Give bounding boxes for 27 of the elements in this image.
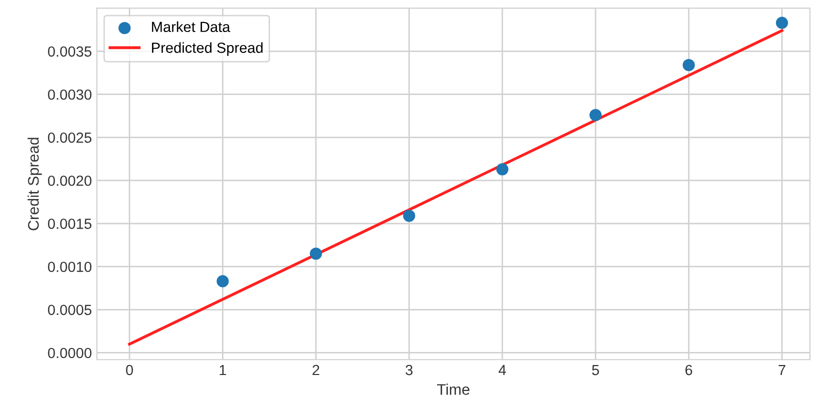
x-tick-label: 2 <box>312 364 320 376</box>
point <box>403 210 416 222</box>
x-tick-label: 1 <box>220 365 226 376</box>
point <box>682 58 695 72</box>
y-tick-label: 0.0010 <box>48 262 92 272</box>
y-tick-label: 0.0000 <box>48 348 92 358</box>
x-tick-label: 6 <box>685 364 692 376</box>
legend-label: Market Data <box>152 21 230 32</box>
y-tick-label: 0.0025 <box>48 132 92 143</box>
point <box>589 108 602 122</box>
x-tick-label: 0 <box>126 364 133 376</box>
y-tick-label: 0.0005 <box>48 304 92 316</box>
point <box>496 163 508 176</box>
x-tick-label: 7 <box>778 365 786 376</box>
y-axis-title: Credit Spread <box>28 138 42 230</box>
x-tick-label: 5 <box>592 365 599 376</box>
point <box>310 248 322 260</box>
legend-label: Predicted Spread <box>152 42 263 56</box>
x-axis-title: Time <box>437 384 470 395</box>
x-tick-label: 3 <box>406 364 413 376</box>
y-tick-label: 0.0030 <box>48 89 92 100</box>
y-tick-label: 0.0035 <box>48 46 92 57</box>
y-tick-label: 0.0015 <box>48 218 92 229</box>
x-tick-label: 4 <box>498 365 506 376</box>
point <box>776 16 788 29</box>
y-tick-label: 0.0020 <box>48 176 92 186</box>
point <box>216 275 229 288</box>
